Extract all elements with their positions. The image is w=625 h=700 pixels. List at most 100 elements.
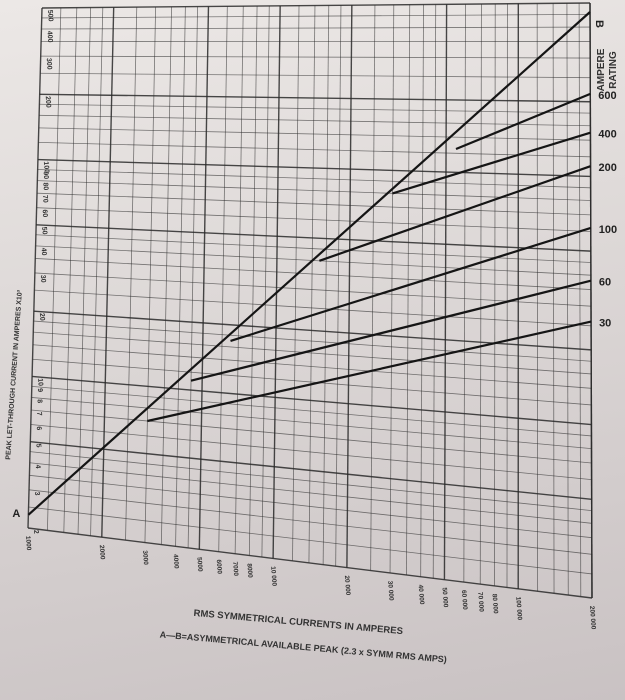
grid-line-x xyxy=(420,4,424,577)
grid-line-y xyxy=(29,474,592,539)
series-line-200 xyxy=(319,165,591,262)
grid-line-y xyxy=(38,142,591,158)
grid-line-y xyxy=(32,358,592,406)
y-tick-label: 30 xyxy=(39,275,47,283)
y-tick-label: 500 xyxy=(46,10,54,22)
y-tick-label: 6 xyxy=(35,426,42,430)
curve-end-label-b: B xyxy=(593,20,605,28)
grid-line-x xyxy=(198,6,210,550)
y-tick-label: 50 xyxy=(40,227,48,235)
grid-line-x xyxy=(589,2,593,599)
x-tick-label: 7000 xyxy=(231,561,239,576)
series-line-60 xyxy=(190,279,592,382)
grid-line-y xyxy=(30,441,592,500)
x-tick-label: 20 000 xyxy=(343,575,351,596)
series-label-100: 100 xyxy=(599,224,617,236)
grid-line-x xyxy=(432,4,437,579)
x-tick-label: 4000 xyxy=(172,554,180,569)
series-line-400 xyxy=(392,131,591,195)
grid-line-x xyxy=(160,6,172,545)
y-tick-label: 90 xyxy=(42,171,50,179)
series-lines xyxy=(27,11,592,516)
y-tick-label: 4 xyxy=(34,464,41,468)
grid-line-y xyxy=(28,489,592,555)
series-label-200: 200 xyxy=(599,162,617,174)
series-label-60: 60 xyxy=(599,277,611,289)
y-tick-label: 400 xyxy=(45,31,53,43)
grid-line-y xyxy=(36,192,591,216)
x-tick-label: 50 000 xyxy=(440,587,448,608)
grid-line-y xyxy=(33,331,592,375)
grid-line-y xyxy=(41,2,591,9)
grid-line-x xyxy=(175,6,186,547)
grid-line-y xyxy=(33,320,592,362)
y-tick-label: 8 xyxy=(36,399,43,403)
x-tick-label: 6000 xyxy=(215,559,223,574)
grid-line-x xyxy=(443,4,448,580)
grid-line-y xyxy=(41,26,591,30)
grid-line-x xyxy=(494,3,496,586)
grid-line-x xyxy=(566,3,569,596)
x-tick-label: 200 000 xyxy=(588,606,597,630)
series-label-30: 30 xyxy=(599,318,611,330)
grid-line-y xyxy=(36,207,591,232)
y-tick-label: 200 xyxy=(44,96,52,108)
y-tick-label: 70 xyxy=(41,195,49,203)
grid-line-x xyxy=(308,5,316,563)
ampere-rating-title-line2: RATING xyxy=(608,51,619,89)
x-tick-label: 2000 xyxy=(98,545,106,560)
grid-line-x xyxy=(63,7,78,533)
grid-line-y xyxy=(41,13,591,19)
grid-line-x xyxy=(552,3,555,594)
grid-line-x xyxy=(463,4,466,583)
grid-line-y xyxy=(34,272,592,307)
series-line-600 xyxy=(455,92,591,151)
grid-line-y xyxy=(28,506,592,575)
grid-line-x xyxy=(578,3,582,597)
grid-line-x xyxy=(77,7,92,535)
grid-line-x xyxy=(218,6,228,552)
grid-line-x xyxy=(346,5,353,568)
y-tick-label: 100 xyxy=(42,161,50,173)
grid-line-y xyxy=(34,289,592,327)
grid-line-x xyxy=(261,5,270,558)
x-tick-label: 8000 xyxy=(245,563,253,578)
x-tick-label: 3000 xyxy=(141,550,149,565)
grid-line-y xyxy=(35,258,591,290)
y-tick-label: 9 xyxy=(36,388,43,392)
grid-line-y xyxy=(39,93,591,103)
x-tick-label: 70 000 xyxy=(476,592,484,613)
grid-line-y xyxy=(32,344,592,389)
ampere-rating-title: AMPERE xyxy=(596,48,607,91)
grid-line-x xyxy=(406,4,411,575)
y-tick-label: 60 xyxy=(41,209,49,217)
y-tick-label: 10 xyxy=(36,378,44,386)
grid-line-x xyxy=(335,5,342,567)
x-tick-label: 1000 xyxy=(24,536,32,551)
curve-end-label-a: A xyxy=(12,508,20,520)
x-tick-label: 10 000 xyxy=(269,566,277,587)
grid-line-x xyxy=(370,4,376,571)
grid-line-y xyxy=(31,397,592,450)
grid-line-y xyxy=(36,224,591,252)
grid-line-x xyxy=(187,6,198,548)
grid-line-y xyxy=(29,462,592,524)
grid-line-x xyxy=(292,5,300,561)
grid-line-y xyxy=(32,375,592,426)
series-line-30 xyxy=(147,320,592,423)
x-tick-label: 5000 xyxy=(195,557,203,572)
x-tick-label: 30 000 xyxy=(386,581,394,602)
grid-line-y xyxy=(37,169,591,189)
grid-line-x xyxy=(479,3,482,585)
x-tick-label: 80 000 xyxy=(490,594,498,615)
grid-line-y xyxy=(30,424,592,481)
grid-line-x xyxy=(47,7,62,531)
x-tick-label: 100 000 xyxy=(514,596,523,620)
x-axis-label: RMS SYMMETRICAL CURRENTS IN AMPERES xyxy=(193,608,403,637)
grid-line-y xyxy=(27,527,593,599)
y-tick-label: 300 xyxy=(45,58,53,70)
series-label-600: 600 xyxy=(598,90,616,102)
grid-line-y xyxy=(37,158,591,178)
grid-line-y xyxy=(40,55,591,59)
